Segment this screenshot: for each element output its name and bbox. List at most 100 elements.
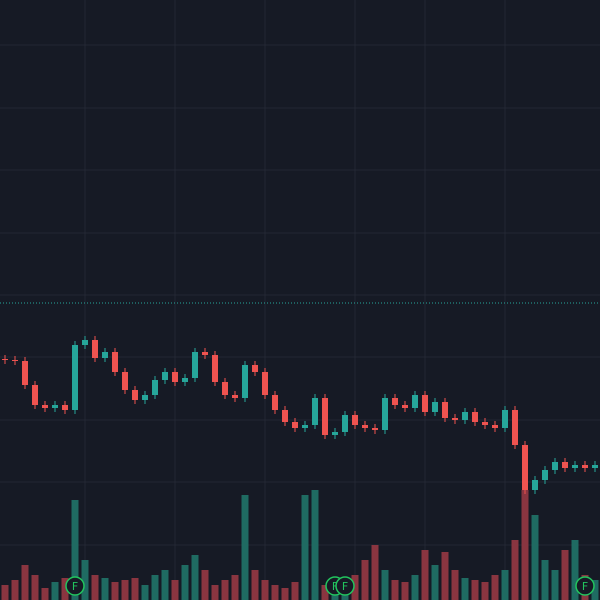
event-marker-label: F (332, 580, 338, 593)
candle-body (522, 445, 528, 490)
volume-bar (1, 585, 9, 600)
candle-body (572, 465, 578, 468)
volume-bar (321, 585, 329, 600)
volume-bar (191, 555, 199, 600)
volume-bar (401, 582, 409, 600)
volume-bar (561, 550, 569, 600)
candle-body (212, 355, 218, 382)
candle-body (112, 352, 118, 372)
candle-body (182, 378, 188, 382)
event-marker (65, 576, 85, 596)
candle-body (272, 395, 278, 410)
volume-bar (531, 515, 539, 600)
candle-body (332, 432, 338, 435)
volume-bar (391, 580, 399, 600)
candle-body (42, 405, 48, 408)
volume-bar (201, 570, 209, 600)
event-marker-label: F (582, 580, 588, 593)
candle-body (432, 402, 438, 412)
candle-body (162, 372, 168, 380)
volume-bar (491, 575, 499, 600)
volume-bar (121, 580, 129, 600)
candle-body (102, 352, 108, 358)
candle-body (242, 365, 248, 398)
candle-body (222, 382, 228, 395)
volume-bar (141, 585, 149, 600)
volume-bar (41, 588, 49, 600)
candle-body (502, 410, 508, 428)
event-marker-label: F (72, 580, 78, 593)
candle-body (262, 372, 268, 395)
volume-bar (281, 588, 289, 600)
candle-body (192, 352, 198, 378)
volume-bar (421, 550, 429, 600)
candle-body (152, 380, 158, 395)
volume-bar (481, 582, 489, 600)
candle-body (122, 372, 128, 390)
volume-bar (511, 540, 519, 600)
candle-body (492, 425, 498, 428)
volume-bar (51, 582, 59, 600)
candle-body (512, 410, 518, 445)
volume-bar (591, 580, 599, 600)
volume-bar (11, 580, 19, 600)
volume-bar (181, 565, 189, 600)
candle-body (202, 352, 208, 355)
candle-body (472, 412, 478, 422)
candle-body (462, 412, 468, 420)
volume-bar (571, 540, 579, 600)
volume-bar (461, 578, 469, 600)
volume-bar (311, 490, 319, 600)
candle-body (482, 422, 488, 425)
candle-body (352, 415, 358, 425)
volume-bar (301, 495, 309, 600)
volume-bar (81, 560, 89, 600)
candle-body (392, 398, 398, 405)
candle-body (72, 345, 78, 410)
volume-bar (291, 582, 299, 600)
volume-bar (31, 575, 39, 600)
candle-body (312, 398, 318, 425)
candle-body (422, 395, 428, 412)
volume-bar (91, 575, 99, 600)
candle-body (82, 340, 88, 345)
volume-bar (501, 570, 509, 600)
candle-body (552, 462, 558, 470)
candle-body (302, 425, 308, 428)
volume-bar (111, 582, 119, 600)
volume-bar (211, 585, 219, 600)
volume-bar (171, 580, 179, 600)
volume-bar (471, 580, 479, 600)
volume-bar (441, 552, 449, 600)
candle-body (62, 405, 68, 410)
candle-body (452, 418, 458, 420)
volume-bar (371, 545, 379, 600)
candle-body (92, 340, 98, 358)
candle-body (12, 360, 18, 361)
volume-bar (551, 570, 559, 600)
candle-body (562, 462, 568, 468)
volume-bar (251, 570, 259, 600)
volume-bar (431, 565, 439, 600)
volume-bar (271, 585, 279, 600)
volume-bar (351, 575, 359, 600)
candle-body (372, 428, 378, 430)
volume-bar (521, 490, 529, 600)
volume-bar (101, 578, 109, 600)
candle-body (22, 361, 28, 385)
volume-bar (151, 575, 159, 600)
candle-body (282, 410, 288, 422)
volume-bar (71, 500, 79, 600)
candle-body (132, 390, 138, 400)
volume-bar (411, 575, 419, 600)
volume-bar (131, 578, 139, 600)
volume-bar (61, 578, 69, 600)
event-marker (575, 576, 595, 596)
candle-body (402, 405, 408, 408)
volume-bar (261, 580, 269, 600)
candle-body (252, 365, 258, 372)
candle-body (382, 398, 388, 430)
event-marker (335, 576, 355, 596)
candle-body (412, 395, 418, 408)
